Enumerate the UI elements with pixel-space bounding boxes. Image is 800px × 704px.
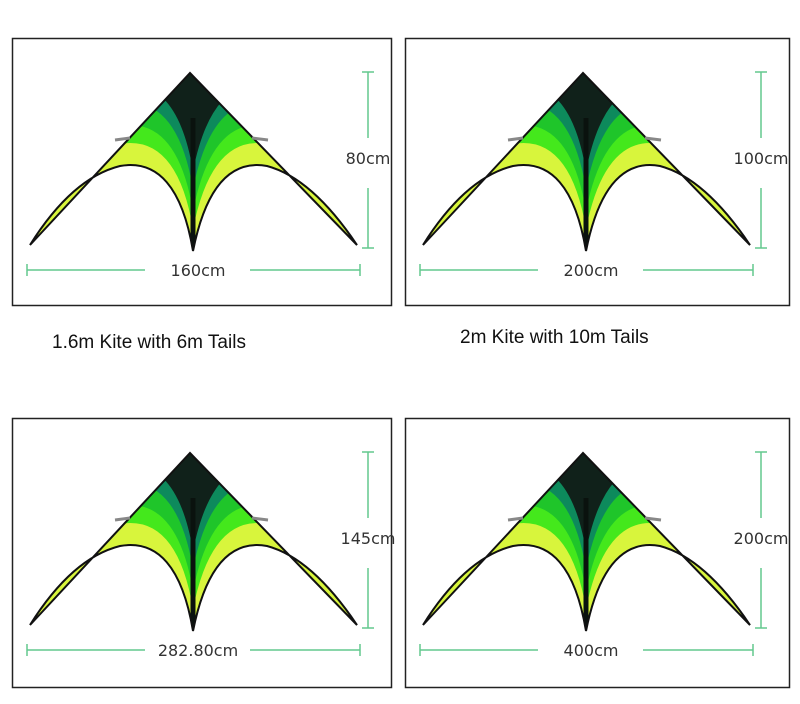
- width-label: 400cm: [564, 641, 619, 660]
- kite-panel: 200cm 100cm: [405, 0, 791, 308]
- panels: 160cm 80cm 200cm 100cm 282.80cm 145cm 400cm 200…: [12, 0, 791, 688]
- height-label: 200cm: [734, 529, 789, 548]
- kite-panel: 160cm 80cm: [12, 0, 392, 308]
- caption: 1.6m Kite with 6m Tails: [52, 332, 246, 353]
- kite-panel: 400cm 200cm: [405, 373, 791, 688]
- height-label: 100cm: [734, 149, 789, 168]
- height-label: 80cm: [346, 149, 391, 168]
- kite-panel: 282.80cm 145cm: [12, 373, 395, 688]
- width-label: 160cm: [171, 261, 226, 280]
- width-label: 200cm: [564, 261, 619, 280]
- caption: 2m Kite with 10m Tails: [460, 327, 649, 348]
- width-label: 282.80cm: [158, 641, 238, 660]
- height-label: 145cm: [341, 529, 396, 548]
